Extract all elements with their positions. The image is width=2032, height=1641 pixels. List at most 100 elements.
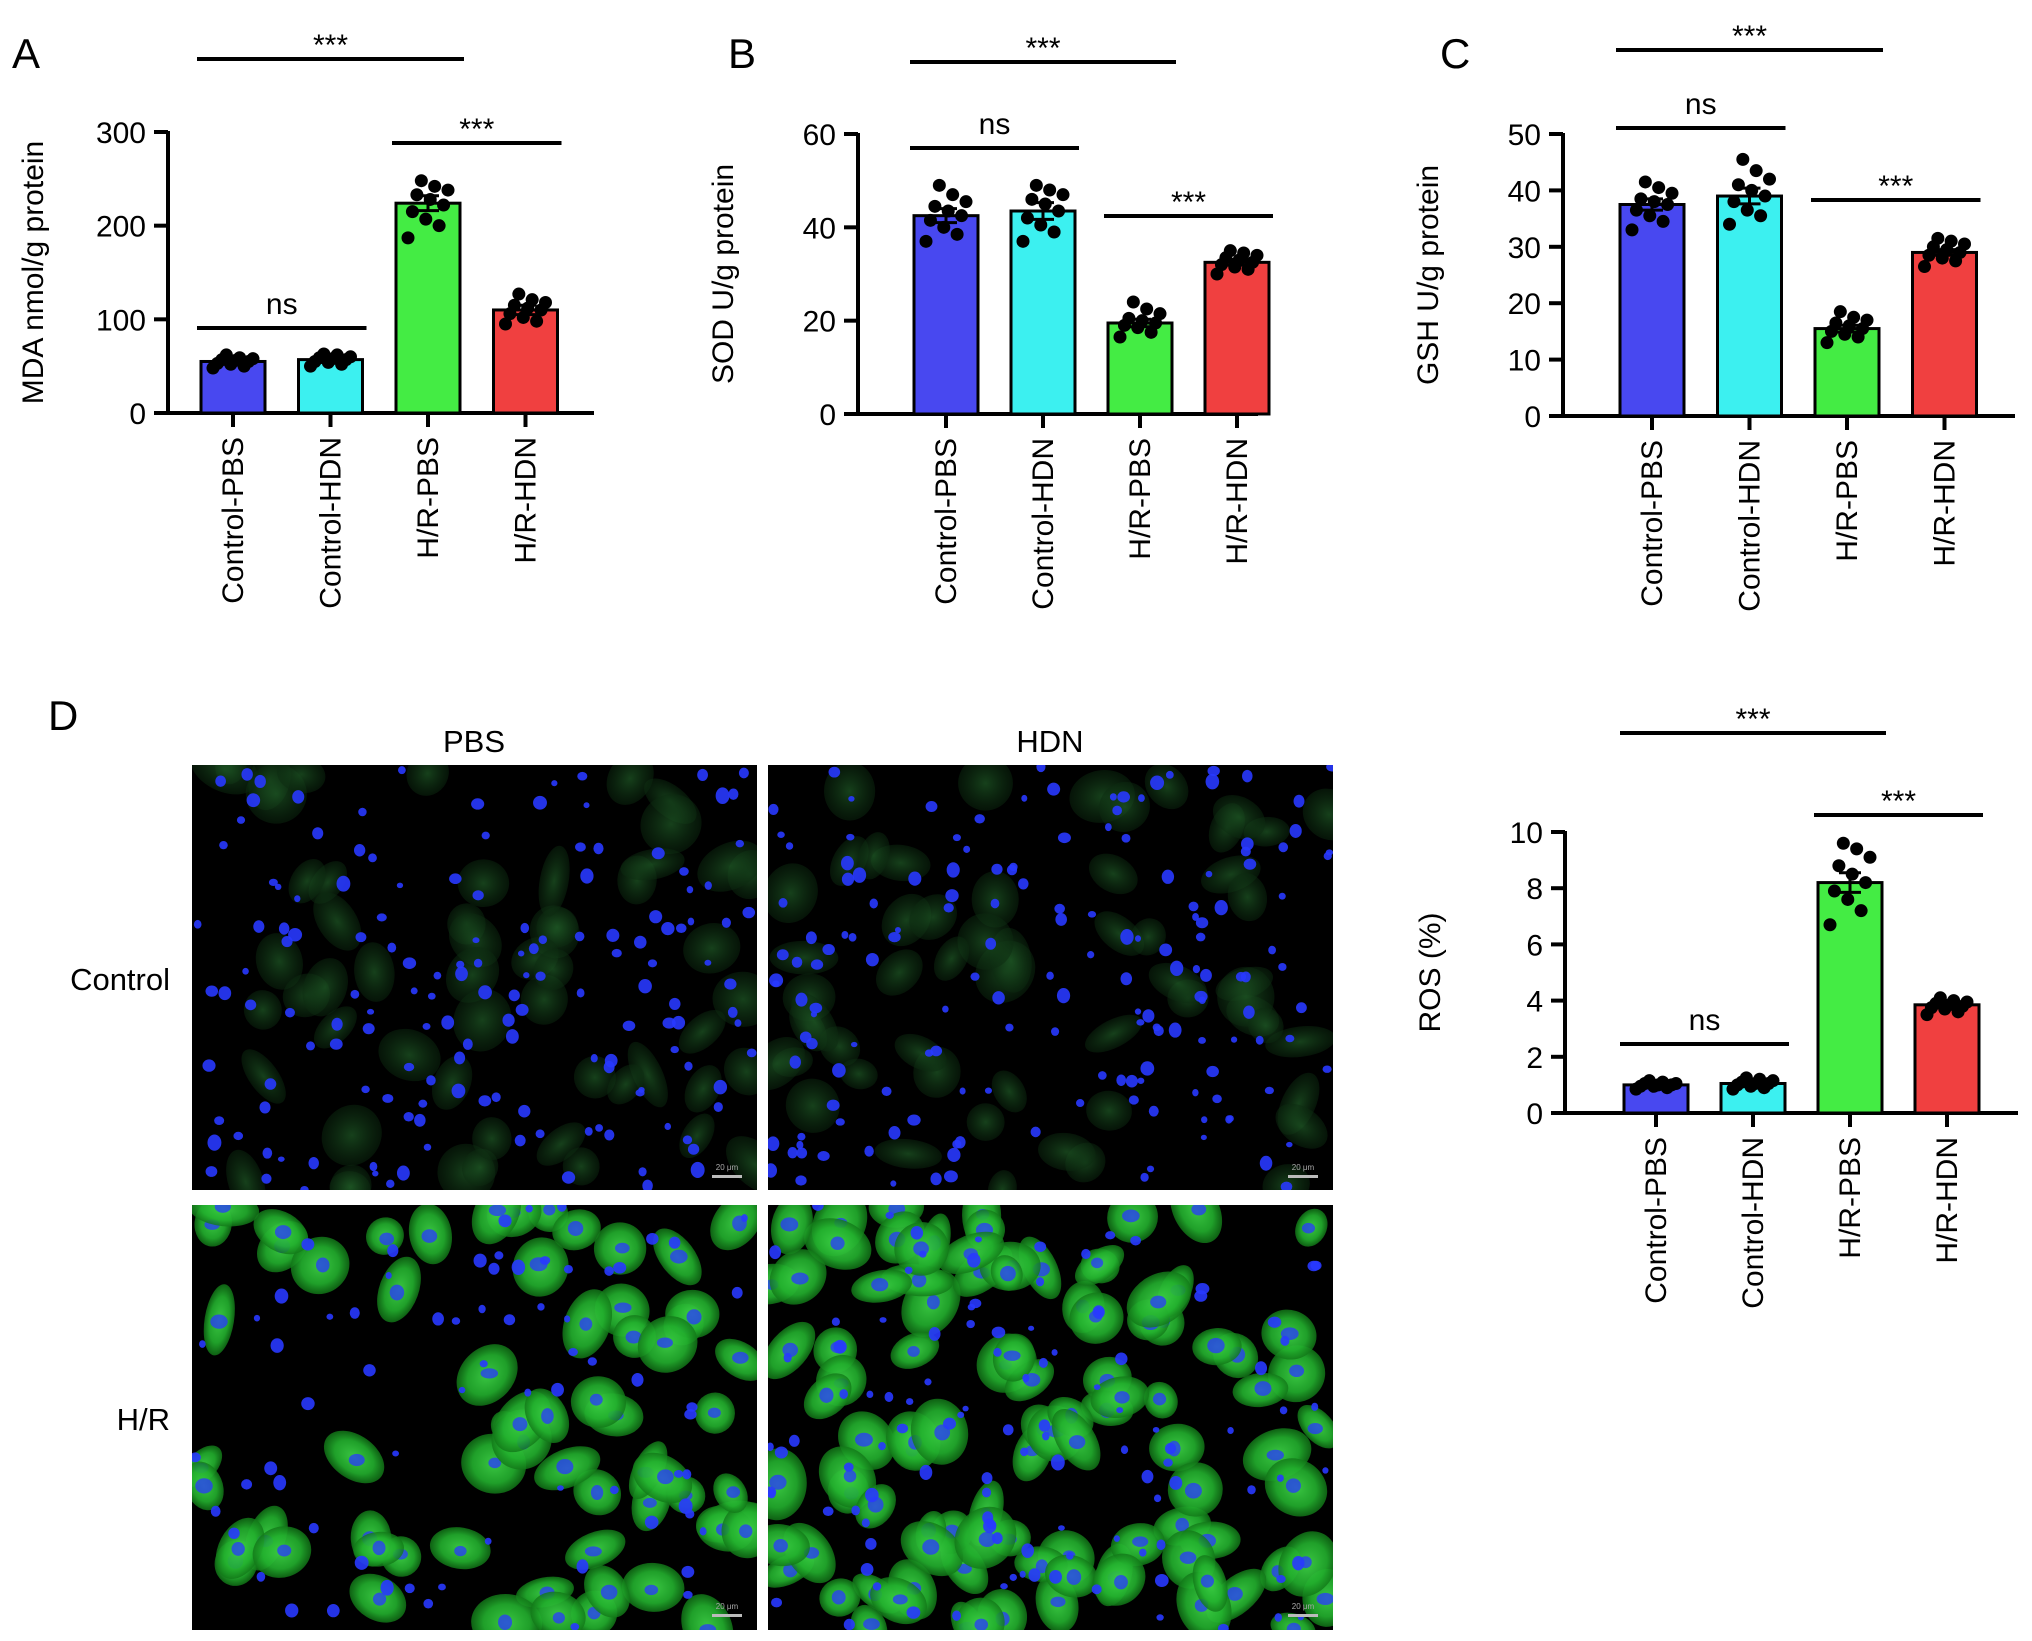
nucleus-dot bbox=[1018, 878, 1029, 890]
nucleus-dot bbox=[1255, 1035, 1264, 1045]
cell-cytoplasm bbox=[857, 832, 890, 880]
nucleus-dot bbox=[301, 1238, 315, 1251]
nucleus-dot bbox=[1112, 805, 1122, 816]
nucleus-dot bbox=[1034, 1241, 1047, 1253]
micrograph-grid: PBS HDN Control H/R 20 μm 20 μm 20 μm 20… bbox=[70, 724, 1333, 1630]
nucleus-dot bbox=[300, 1185, 309, 1190]
nucleus-dot bbox=[1120, 972, 1133, 986]
cell-cytoplasm bbox=[785, 1078, 840, 1133]
nucleus-dot bbox=[681, 1565, 695, 1578]
y-tick-label: 4 bbox=[1526, 986, 1543, 1019]
data-point bbox=[525, 293, 539, 307]
cell-nucleus bbox=[855, 1432, 873, 1447]
cell-nucleus bbox=[552, 1612, 565, 1624]
nucleus-dot bbox=[848, 932, 857, 942]
nucleus-dot bbox=[865, 1538, 877, 1550]
nucleus-dot bbox=[503, 1314, 516, 1326]
nucleus-dot bbox=[831, 1317, 840, 1326]
cell-nucleus bbox=[1200, 1574, 1214, 1588]
nucleus-dot bbox=[728, 788, 739, 800]
nucleus-dot bbox=[776, 949, 789, 961]
nucleus-dot bbox=[199, 1340, 206, 1348]
nucleus-dot bbox=[1049, 1570, 1062, 1584]
nucleus-dot bbox=[795, 1175, 807, 1186]
data-point bbox=[1863, 850, 1877, 864]
scale-bar bbox=[712, 1175, 742, 1178]
nucleus-dot bbox=[822, 1506, 834, 1517]
cell-nucleus bbox=[1152, 1392, 1167, 1406]
nucleus-dot bbox=[1259, 1155, 1273, 1171]
cell-cytoplasm bbox=[607, 1064, 645, 1105]
cell-cytoplasm bbox=[302, 958, 348, 1017]
nucleus-dot bbox=[1042, 1431, 1050, 1441]
cell-cytoplasm bbox=[457, 859, 510, 908]
nucleus-dot bbox=[524, 1388, 532, 1397]
nucleus-dot bbox=[241, 768, 253, 781]
nucleus-dot bbox=[593, 842, 604, 855]
data-point bbox=[1832, 859, 1846, 873]
nucleus-dot bbox=[1212, 1094, 1222, 1104]
nucleus-dot bbox=[966, 1319, 975, 1329]
data-point bbox=[1153, 307, 1167, 321]
nucleus-dot bbox=[1230, 1036, 1238, 1043]
nucleus-dot bbox=[908, 871, 922, 886]
data-point bbox=[530, 314, 544, 328]
nucleus-dot bbox=[896, 1423, 909, 1434]
cell-cytoplasm bbox=[536, 1122, 586, 1166]
x-tick-label: Control-PBS bbox=[217, 437, 250, 604]
data-point bbox=[1754, 209, 1768, 223]
nucleus-dot bbox=[1036, 765, 1046, 773]
cell-nucleus bbox=[1184, 1482, 1202, 1499]
cell-cytoplasm bbox=[679, 1113, 715, 1159]
nucleus-dot bbox=[846, 833, 855, 841]
cell-nucleus bbox=[589, 1393, 603, 1406]
nucleus-dot bbox=[484, 1537, 492, 1545]
micrograph-row-label-hr: H/R bbox=[117, 1402, 170, 1437]
nucleus-dot bbox=[647, 959, 658, 968]
data-point bbox=[955, 209, 969, 223]
cell-nucleus bbox=[1132, 1536, 1149, 1547]
nucleus-dot bbox=[1205, 870, 1213, 878]
nucleus-dot bbox=[312, 827, 324, 840]
cell-nucleus bbox=[926, 1294, 940, 1310]
nucleus-dot bbox=[355, 932, 367, 943]
data-point bbox=[1647, 195, 1661, 209]
cell-nucleus bbox=[210, 1314, 228, 1329]
bar bbox=[1203, 260, 1271, 416]
nucleus-dot bbox=[362, 1023, 375, 1035]
cell-nucleus bbox=[1207, 1337, 1225, 1354]
nucleus-dot bbox=[1028, 1325, 1035, 1331]
nucleus-dot bbox=[563, 1264, 573, 1274]
y-tick-label: 30 bbox=[1508, 232, 1541, 265]
cell-cytoplasm bbox=[1144, 765, 1189, 810]
nucleus-dot bbox=[273, 1475, 287, 1491]
significance-label: *** bbox=[1732, 20, 1767, 53]
y-tick-label: 50 bbox=[1508, 119, 1541, 152]
nucleus-dot bbox=[1134, 935, 1142, 942]
nucleus-dot bbox=[587, 1357, 597, 1366]
nucleus-dot bbox=[609, 1485, 619, 1495]
nucleus-dot bbox=[1153, 1494, 1162, 1503]
nucleus-dot bbox=[1268, 945, 1276, 955]
cell-cytoplasm bbox=[406, 765, 449, 796]
cell-nucleus bbox=[978, 1531, 996, 1547]
data-point bbox=[1250, 248, 1264, 262]
nucleus-dot bbox=[865, 1487, 879, 1503]
cell-nucleus bbox=[1066, 1569, 1082, 1585]
cell-cytoplasm bbox=[958, 765, 1013, 811]
nucleus-dot bbox=[1278, 892, 1286, 900]
data-point bbox=[1740, 203, 1754, 217]
cell-nucleus bbox=[600, 1584, 618, 1600]
nucleus-dot bbox=[879, 1317, 887, 1323]
data-point bbox=[1850, 842, 1864, 856]
nucleus-dot bbox=[828, 766, 841, 778]
bar bbox=[1816, 881, 1884, 1115]
cell-cytoplasm bbox=[192, 765, 259, 795]
cell-cytoplasm bbox=[768, 1036, 805, 1091]
data-point bbox=[1052, 204, 1066, 218]
x-tick-label: Control-HDN bbox=[1734, 440, 1767, 612]
nucleus-dot bbox=[1141, 1469, 1154, 1484]
x-tick-label: Control-PBS bbox=[1640, 1137, 1673, 1304]
nucleus-dot bbox=[1128, 1095, 1139, 1105]
nucleus-dot bbox=[1055, 912, 1067, 926]
